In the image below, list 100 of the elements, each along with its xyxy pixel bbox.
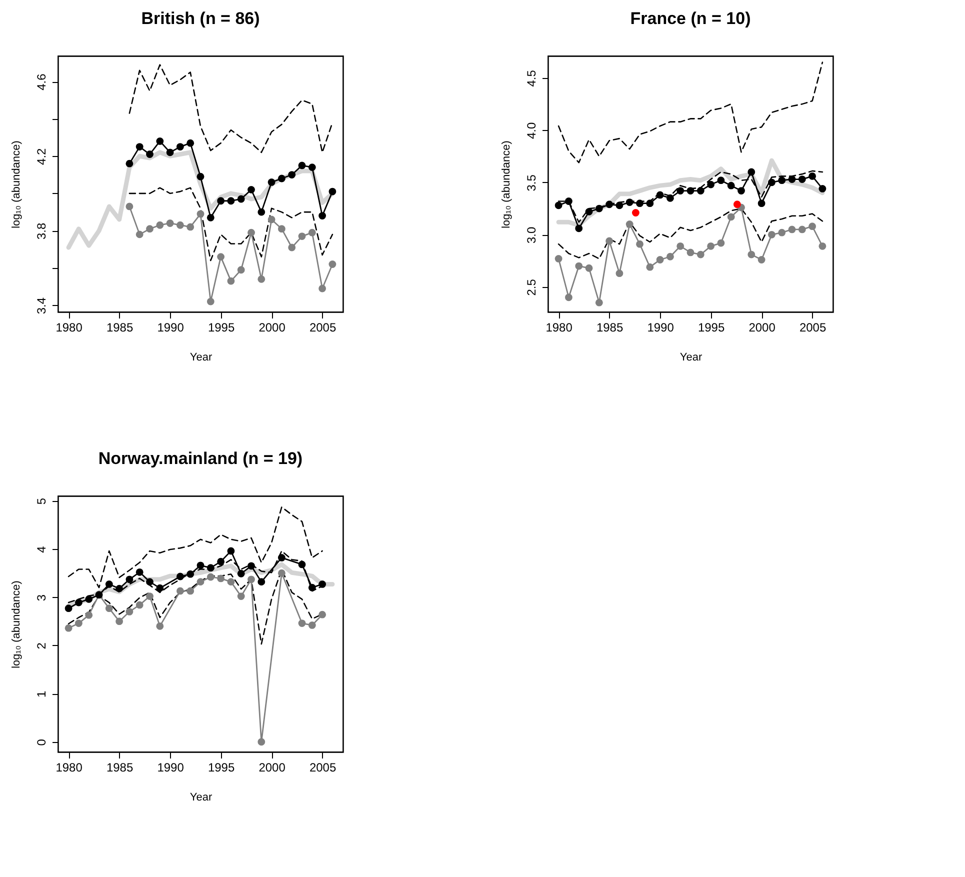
y-tick-label: 4.0: [524, 122, 538, 140]
point: [258, 578, 266, 586]
x-tick-label: 1985: [596, 320, 624, 334]
point: [798, 176, 806, 183]
point: [186, 139, 194, 147]
point: [196, 210, 204, 218]
point: [318, 212, 326, 220]
point: [248, 576, 255, 584]
x-tick-label: 1990: [157, 760, 184, 774]
point: [268, 178, 276, 186]
point: [808, 172, 816, 180]
point: [298, 560, 306, 568]
y-tick-label: 2.5: [524, 278, 538, 296]
point: [217, 253, 225, 261]
point: [656, 191, 664, 199]
point: [758, 200, 766, 208]
x-tick-label: 1995: [208, 320, 235, 334]
point: [166, 220, 174, 227]
point: [248, 562, 255, 570]
point: [227, 277, 235, 285]
x-axis-title: Year: [680, 352, 702, 364]
point: [707, 180, 715, 188]
point: [288, 244, 296, 252]
x-tick-label: 1990: [157, 320, 184, 334]
chart-title: British (n = 86): [141, 9, 260, 28]
chart-title: Norway.mainland (n = 19): [98, 449, 303, 468]
point: [318, 610, 326, 618]
point: [666, 194, 674, 202]
point: [74, 598, 82, 606]
point: [646, 200, 654, 208]
point: [156, 622, 164, 630]
point: [237, 592, 245, 600]
point: [818, 185, 826, 192]
point: [237, 195, 245, 203]
point: [186, 223, 194, 231]
y-tick-label: 4.6: [34, 73, 48, 90]
y-tick-label: 3.8: [34, 222, 48, 240]
point: [217, 574, 225, 582]
point: [227, 197, 235, 205]
point: [575, 262, 583, 270]
point: [733, 200, 741, 208]
point: [196, 562, 204, 570]
point: [575, 224, 583, 232]
point: [146, 150, 154, 158]
point: [217, 558, 225, 566]
point: [554, 202, 562, 210]
y-tick-label: 2: [34, 642, 48, 650]
point: [176, 221, 184, 229]
chart-title: France (n = 10): [630, 9, 751, 28]
point: [64, 604, 72, 612]
point: [64, 624, 72, 632]
point: [676, 187, 684, 194]
point: [156, 138, 164, 145]
point: [656, 256, 664, 264]
point: [146, 578, 154, 586]
point: [278, 554, 286, 562]
point: [146, 592, 154, 600]
y-axis-title: log₁₀ (abundance): [10, 580, 22, 668]
point: [258, 275, 266, 283]
y-tick-label: 4.2: [34, 148, 48, 165]
point: [308, 228, 316, 236]
point: [616, 202, 624, 210]
point: [116, 618, 124, 626]
point: [788, 176, 796, 183]
x-tick-label: 1985: [106, 760, 134, 774]
x-axis-title: Year: [190, 792, 212, 804]
y-tick-label: 3.0: [524, 226, 538, 244]
point: [686, 248, 694, 256]
point: [727, 182, 735, 190]
point: [606, 237, 614, 245]
point: [74, 620, 82, 627]
y-tick-label: 4: [34, 546, 48, 553]
point: [707, 242, 715, 250]
point: [217, 197, 225, 205]
point: [595, 298, 603, 306]
point: [288, 171, 296, 178]
point: [328, 188, 336, 196]
point: [196, 578, 204, 586]
point: [778, 228, 786, 236]
y-tick-label: 3.5: [524, 174, 538, 192]
x-tick-label: 2005: [309, 320, 336, 334]
point: [636, 200, 644, 208]
point: [176, 572, 184, 580]
x-tick-label: 1980: [56, 320, 83, 334]
line-series: [558, 62, 824, 164]
y-tick-label: 3: [34, 594, 48, 602]
point: [136, 568, 144, 576]
x-tick-label: 1995: [208, 760, 235, 774]
point: [126, 608, 134, 616]
line-series: [68, 506, 323, 588]
point: [585, 208, 593, 216]
point: [136, 230, 144, 238]
point: [258, 738, 266, 746]
y-tick-label: 0: [34, 738, 48, 746]
point: [595, 204, 603, 212]
y-axis-title: log₁₀ (abundance): [10, 140, 22, 228]
x-tick-label: 1995: [698, 320, 725, 334]
point: [105, 580, 113, 588]
point: [105, 604, 113, 612]
point: [237, 570, 245, 578]
